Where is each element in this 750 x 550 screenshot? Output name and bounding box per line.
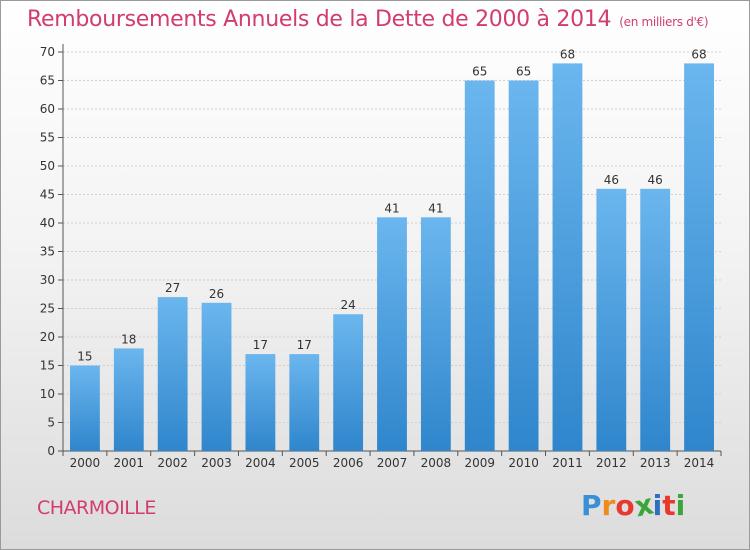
x-tick-label: 2004 <box>245 456 276 470</box>
bar <box>596 188 627 452</box>
chart-title-text: Remboursements Annuels de la Dette de 20… <box>27 7 612 32</box>
logo-letter: t <box>662 489 676 522</box>
x-tick-label: 2012 <box>596 456 627 470</box>
bar <box>420 217 451 451</box>
bar-value-label: 15 <box>77 350 92 364</box>
bar-value-label: 18 <box>121 332 136 346</box>
bar-value-label: 17 <box>297 338 312 352</box>
bar <box>201 302 232 451</box>
commune-name: CHARMOILLE <box>37 497 156 519</box>
bar-value-label: 46 <box>648 173 663 187</box>
x-tick-label: 2011 <box>552 456 583 470</box>
y-tick-label: 0 <box>47 444 55 458</box>
x-tick-label: 2000 <box>70 456 101 470</box>
y-tick-label: 25 <box>40 302 55 316</box>
x-tick-label: 2006 <box>333 456 364 470</box>
y-tick-label: 45 <box>40 188 55 202</box>
bar-value-label: 65 <box>472 65 487 79</box>
bar <box>464 80 495 451</box>
y-tick-label: 35 <box>40 245 55 259</box>
y-tick-label: 40 <box>40 216 55 230</box>
x-tick-label: 2013 <box>640 456 671 470</box>
y-tick-label: 70 <box>40 45 55 59</box>
x-tick-label: 2014 <box>684 456 715 470</box>
bar <box>640 188 671 452</box>
x-tick-label: 2003 <box>201 456 232 470</box>
y-tick-label: 20 <box>40 330 55 344</box>
y-tick-label: 5 <box>47 416 55 430</box>
bar-value-label: 65 <box>516 65 531 79</box>
bar-value-label: 17 <box>253 338 268 352</box>
bar <box>245 354 276 451</box>
bar <box>552 63 583 452</box>
x-tick-label: 2005 <box>289 456 320 470</box>
bar-value-label: 41 <box>428 201 443 215</box>
logo-letter: P <box>581 489 602 522</box>
bar-value-label: 41 <box>384 201 399 215</box>
bar-value-label: 27 <box>165 281 180 295</box>
bar-value-label: 24 <box>340 298 355 312</box>
x-tick-label: 2007 <box>377 456 408 470</box>
bar <box>508 80 539 451</box>
y-tick-label: 65 <box>40 74 55 88</box>
bar <box>70 365 100 451</box>
logo-letter: i <box>652 489 663 522</box>
bar-value-label: 46 <box>604 173 619 187</box>
bar <box>684 63 714 452</box>
chart-title: Remboursements Annuels de la Dette de 20… <box>27 7 709 32</box>
y-tick-label: 15 <box>40 359 55 373</box>
x-tick-label: 2010 <box>508 456 539 470</box>
bar <box>113 348 144 451</box>
y-tick-label: 55 <box>40 131 55 145</box>
bar <box>289 354 320 451</box>
logo-letter: i <box>675 489 686 522</box>
proxiti-logo: Proxiti <box>581 487 686 523</box>
x-tick-label: 2001 <box>114 456 145 470</box>
x-tick-label: 2002 <box>157 456 188 470</box>
bar <box>377 217 407 451</box>
x-tick-label: 2008 <box>421 456 452 470</box>
logo-letter: o <box>615 489 635 522</box>
y-tick-label: 50 <box>40 159 55 173</box>
logo-letter: r <box>601 489 616 522</box>
x-tick-label: 2009 <box>464 456 495 470</box>
bar-value-label: 26 <box>209 287 224 301</box>
bar <box>157 297 188 451</box>
bar <box>333 314 364 451</box>
y-tick-label: 30 <box>40 273 55 287</box>
y-tick-label: 60 <box>40 102 55 116</box>
y-tick-label: 10 <box>40 387 55 401</box>
bar-value-label: 68 <box>560 47 575 61</box>
chart-unit: (en milliers d'€) <box>619 15 709 29</box>
bar-value-label: 68 <box>691 47 706 61</box>
